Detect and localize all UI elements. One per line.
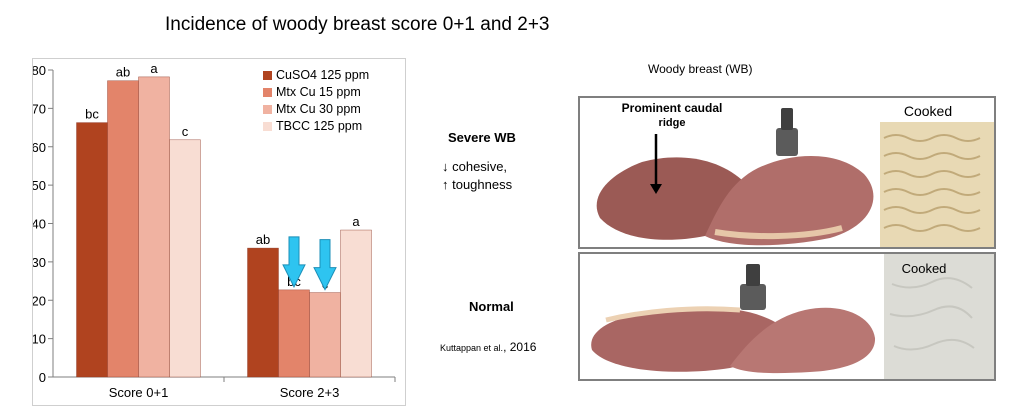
y-tick-label-8: 80 <box>33 63 46 78</box>
severe-fat-edge <box>714 225 843 240</box>
slide-title: Incidence of woody breast score 0+1 and … <box>165 14 550 35</box>
severe-note-cohesive: ↓ cohesive, <box>442 159 508 174</box>
bar-2-1 <box>247 247 279 378</box>
y-tick-label-3: 30 <box>33 255 46 270</box>
legend-swatch-4 <box>263 122 272 131</box>
legend-label-3: Mtx Cu 30 ppm <box>276 102 361 116</box>
citation-authors: Kuttappan et al. <box>440 343 504 353</box>
cooked-label-normal: Cooked <box>902 261 947 276</box>
citation: Kuttappan et al., 2016 <box>440 340 536 354</box>
severe-note-toughness: ↑ toughness <box>442 177 513 192</box>
normal-photo: Cooked <box>591 254 994 379</box>
highlight-arrow-2 <box>313 239 337 291</box>
severe-wb-photo: Prominent caudal ridge Cooked <box>596 101 994 247</box>
y-tick-label-4: 40 <box>33 217 46 232</box>
y-tick-label-2: 20 <box>33 293 46 308</box>
severe-wb-label: Severe WB <box>448 130 516 145</box>
bar-2-3 <box>309 292 341 378</box>
y-tick-label-1: 10 <box>33 332 46 347</box>
normal-label: Normal <box>469 299 514 314</box>
legend-label-1: CuSO4 125 ppm <box>276 68 370 82</box>
bar-1-3 <box>138 76 170 378</box>
caudal-ridge-caption-line-2: ridge <box>659 117 686 129</box>
weight-handle-normal <box>746 264 760 286</box>
significance-label-1-4: c <box>182 124 189 139</box>
bar-1-1 <box>76 122 108 378</box>
normal-breast-fillet-left <box>591 307 775 372</box>
severe-breast-fillet-right <box>705 155 874 246</box>
cooked-texture-normal-pattern <box>889 277 975 351</box>
x-tick-label-1: Score 2+3 <box>280 385 340 400</box>
legend-label-2: Mtx Cu 15 ppm <box>276 85 361 99</box>
significance-label-2-1: ab <box>256 232 270 247</box>
bar-1-2 <box>107 80 139 378</box>
normal-fat-edge <box>605 306 741 323</box>
y-tick-label-7: 70 <box>33 101 46 116</box>
severe-wb-note: ↓ cohesive, ↑ toughness <box>442 158 512 194</box>
significance-label-2-4: a <box>352 214 360 229</box>
x-tick-label-0: Score 0+1 <box>109 385 169 400</box>
y-tick-label-5: 50 <box>33 178 46 193</box>
legend-label-4: TBCC 125 ppm <box>276 119 363 133</box>
weight-block-severe <box>776 128 798 156</box>
legend-swatch-2 <box>263 88 272 97</box>
y-tick-label-6: 60 <box>33 140 46 155</box>
y-tick-label-0: 0 <box>39 370 46 385</box>
normal-breast-fillet-right <box>730 307 876 374</box>
caudal-ridge-arrow-head <box>650 184 662 194</box>
significance-label-1-3: a <box>150 61 158 76</box>
weight-block-normal <box>740 284 766 310</box>
cooked-label-severe: Cooked <box>904 103 952 119</box>
citation-year: , 2016 <box>503 340 537 354</box>
highlight-arrow-1 <box>282 236 306 289</box>
significance-label-1-2: ab <box>116 65 130 80</box>
severe-breast-fillet-left <box>596 157 742 240</box>
significance-label-1-1: bc <box>85 107 99 122</box>
cooked-texture-severe <box>880 122 994 247</box>
bar-1-4 <box>169 139 201 378</box>
normal-photo-panel: Cooked <box>578 252 996 381</box>
legend-item-2: Mtx Cu 15 ppm <box>263 85 361 99</box>
severe-wb-photo-panel: Prominent caudal ridge Cooked <box>578 96 996 249</box>
legend-item-4: TBCC 125 ppm <box>263 119 362 133</box>
legend-swatch-3 <box>263 105 272 114</box>
legend-item-3: Mtx Cu 30 ppm <box>263 102 361 116</box>
caudal-ridge-caption-line-1: Prominent caudal <box>622 101 723 115</box>
legend-swatch-1 <box>263 71 272 80</box>
bar-2-4 <box>340 229 372 378</box>
bar-2-2 <box>278 289 310 378</box>
legend-item-1: CuSO4 125 ppm <box>263 68 369 82</box>
weight-handle-severe <box>781 108 793 130</box>
cooked-texture-severe-pattern <box>883 134 981 232</box>
woody-breast-title: Woody breast (WB) <box>648 62 753 76</box>
